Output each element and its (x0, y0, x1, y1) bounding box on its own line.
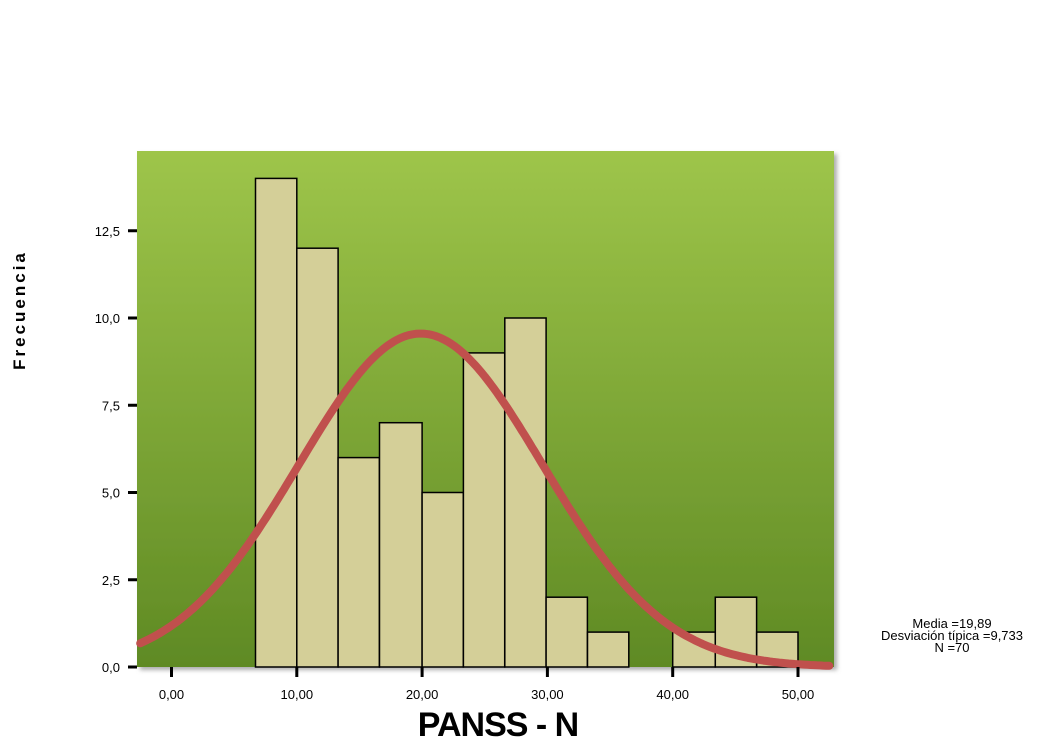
y-tick-label: 7,5 (102, 398, 120, 413)
y-axis-title: Frecuencia (10, 250, 29, 370)
x-tick-label: 20,00 (406, 687, 439, 702)
x-tick-label: 0,00 (159, 687, 184, 702)
x-tick-label: 50,00 (782, 687, 815, 702)
histogram-bars (254, 177, 799, 668)
stats-sd: Desviación típica =9,733 (880, 628, 1024, 643)
histogram-bar (378, 421, 423, 668)
y-tick-label: 5,0 (102, 486, 120, 501)
histogram-bar (504, 317, 547, 668)
histogram-bar (421, 491, 465, 668)
x-tick-label: 10,00 (281, 687, 314, 702)
stats-mean: Media =19,89 (912, 616, 992, 631)
x-tick-label: 40,00 (656, 687, 689, 702)
stats-n: N =70 (934, 640, 970, 655)
histogram-bar (337, 456, 381, 668)
normal-curve (136, 329, 834, 670)
x-axis-title: PANSS - N (417, 706, 579, 744)
stats-box: Media =19,89 Desviación típica =9,733 N … (880, 616, 1024, 655)
y-tick-label: 0,0 (102, 660, 120, 675)
axes: 0,0 2,5 5,0 7,5 10,0 12,5 0,00 10,00 20,00 30,00 4… (95, 224, 815, 702)
histogram-bar (254, 177, 298, 668)
histogram-bar (586, 631, 630, 668)
y-tick-label: 10,0 (95, 311, 120, 326)
x-tick-label: 30,00 (531, 687, 564, 702)
y-tick-label: 12,5 (95, 224, 120, 239)
histogram-bar (462, 352, 506, 668)
y-tick-label: 2,5 (102, 573, 120, 588)
histogram-bar (545, 596, 589, 668)
